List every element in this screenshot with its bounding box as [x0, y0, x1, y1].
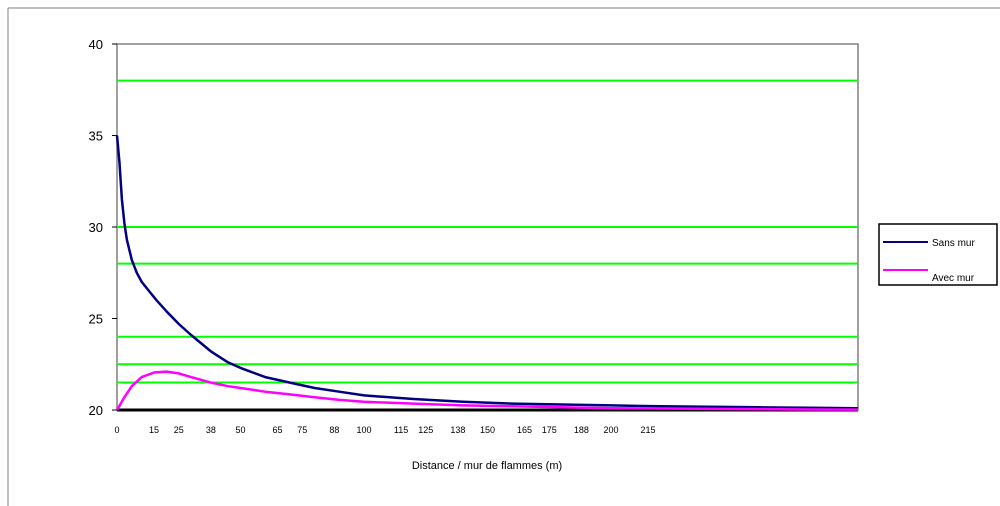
x-tick-label-13: 165 [517, 425, 532, 435]
x-tick-label-0: 0 [114, 425, 119, 435]
x-tick-label-10: 125 [418, 425, 433, 435]
y-tick-label-2: 30 [89, 220, 103, 235]
x-tick-label-9: 115 [394, 425, 408, 435]
legend-label-avec-mur: Avec mur [932, 273, 975, 284]
x-tick-label-5: 65 [273, 425, 283, 435]
x-tick-label-16: 200 [603, 425, 618, 435]
x-tick-label-8: 100 [356, 425, 371, 435]
x-tick-label-7: 88 [329, 425, 339, 435]
y-tick-label-4: 40 [89, 37, 103, 52]
y-tick-label-0: 20 [89, 403, 103, 418]
x-axis: 0 15 25 38 50 65 75 88 100 115 125 138 150 165 175 188 2… [114, 425, 655, 435]
legend: Sans mur Avec mur [878, 223, 998, 286]
x-tick-label-14: 175 [542, 425, 557, 435]
legend-label-sans-mur: Sans mur [932, 238, 975, 249]
series-lines [115, 135, 859, 411]
series-line-0 [115, 135, 859, 410]
y-tick-label-3: 35 [89, 129, 103, 144]
x-tick-label-6: 75 [297, 425, 307, 435]
x-tick-label-12: 150 [480, 425, 495, 435]
x-tick-label-15: 188 [574, 425, 589, 435]
series-line-1 [115, 370, 859, 411]
x-tick-label-11: 138 [450, 425, 465, 435]
legend-box [878, 223, 998, 286]
x-axis-title: Distance / mur de flammes (m) [412, 460, 562, 472]
y-axis: 20 25 30 35 40 [89, 37, 117, 418]
x-tick-label-4: 50 [235, 425, 245, 435]
x-tick-label-17: 215 [641, 425, 656, 435]
y-tick-label-1: 25 [89, 312, 103, 327]
x-tick-label-3: 38 [206, 425, 216, 435]
x-tick-label-2: 25 [174, 425, 184, 435]
x-tick-label-1: 15 [149, 425, 159, 435]
